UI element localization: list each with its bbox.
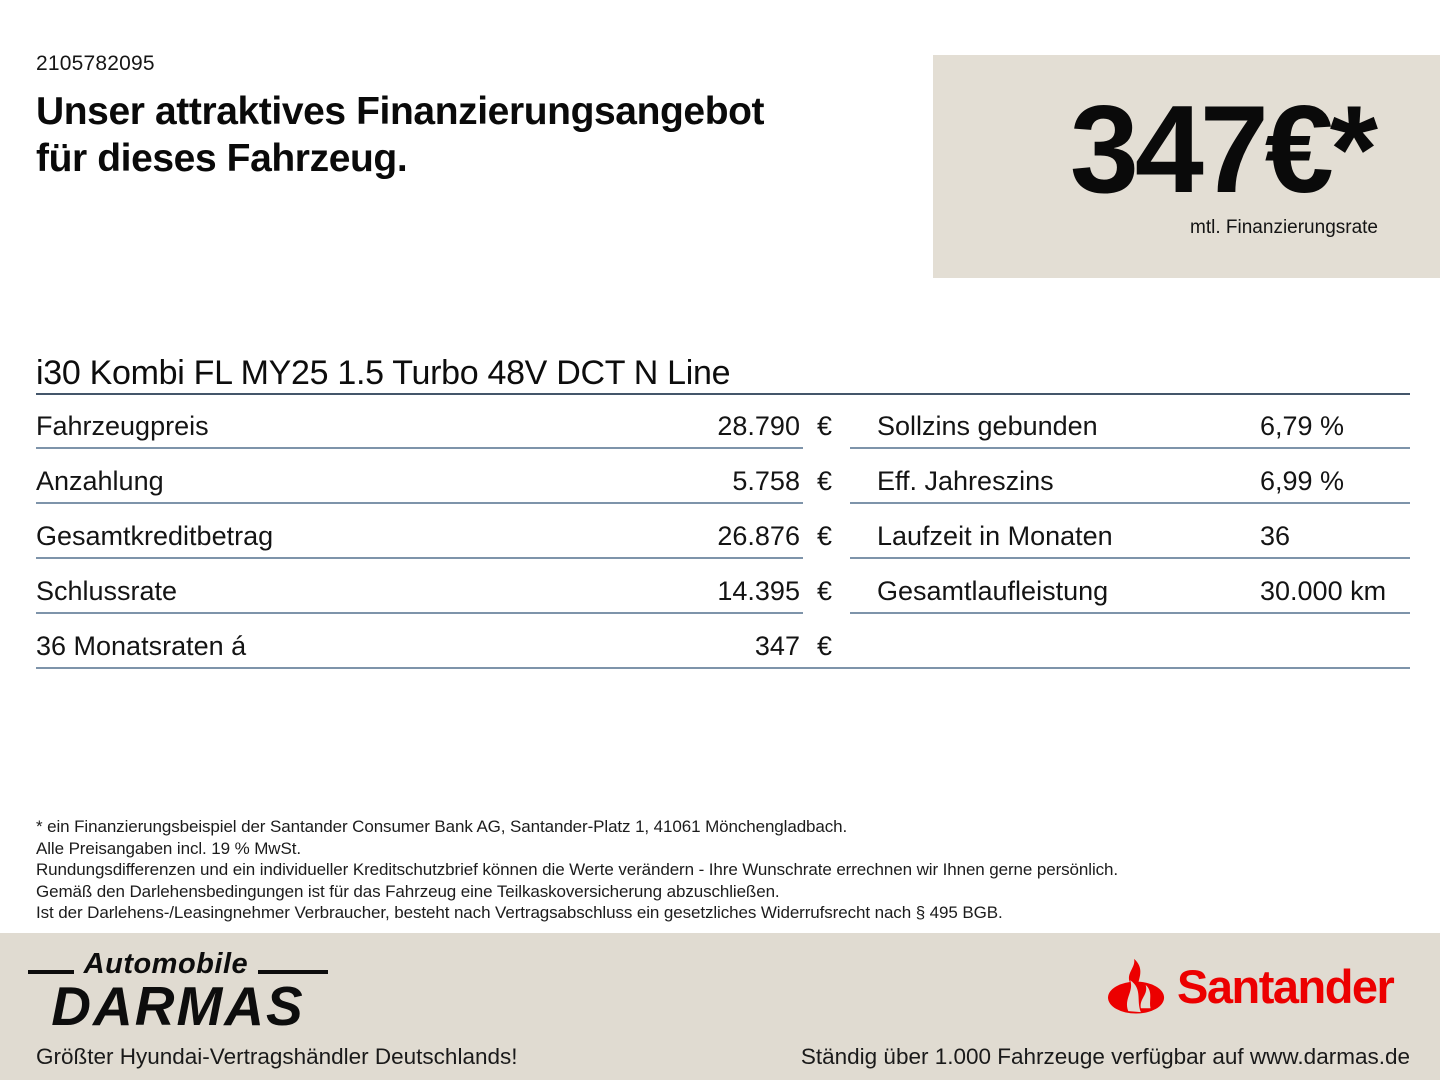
headline-line-1: Unser attraktives Finanzierungsangebot xyxy=(36,90,765,133)
offer-id: 2105782095 xyxy=(36,52,155,75)
row-divider xyxy=(850,502,1410,504)
finance-table-right-column: Sollzins gebunden 6,79 % Eff. Jahreszins… xyxy=(850,394,1410,614)
darmas-dealer-logo: Automobile DARMAS xyxy=(28,950,328,1034)
monthly-rate-caption: mtl. Finanzierungsrate xyxy=(1190,217,1378,239)
table-row: Schlussrate 14.395 € xyxy=(36,559,832,614)
row-value: 6,79 % xyxy=(1260,411,1345,441)
row-unit: € xyxy=(816,466,832,496)
table-row: Eff. Jahreszins 6,99 % xyxy=(850,449,1410,504)
santander-logo: Santander xyxy=(1106,957,1395,1015)
table-row: Laufzeit in Monaten 36 xyxy=(850,504,1410,559)
row-value: 30.000 km xyxy=(1260,576,1387,606)
row-divider xyxy=(36,557,803,559)
table-row: Fahrzeugpreis 28.790 € xyxy=(36,394,832,449)
disclaimer-line: * ein Finanzierungsbeispiel der Santande… xyxy=(36,817,848,836)
disclaimer-line: Gemäß den Darlehensbedingungen ist für d… xyxy=(36,881,780,901)
darmas-logo-sub: Automobile xyxy=(83,948,249,980)
logo-left-bar xyxy=(28,969,74,974)
row-label: Anzahlung xyxy=(36,466,164,496)
row-value: 5.758 xyxy=(732,466,800,496)
vehicle-title: i30 Kombi FL MY25 1.5 Turbo 48V DCT N Li… xyxy=(36,356,1410,395)
table-row: Sollzins gebunden 6,79 % xyxy=(850,394,1410,449)
darmas-logo-main: DARMAS xyxy=(51,975,305,1037)
disclaimer-line: Rundungsdifferenzen und ein individuelle… xyxy=(36,860,1119,879)
row-divider xyxy=(850,612,1410,614)
table-row: Gesamtkreditbetrag 26.876 € xyxy=(36,504,832,559)
row-value: 26.876 xyxy=(717,521,800,551)
row-divider xyxy=(36,612,803,614)
row-label: Fahrzeugpreis xyxy=(36,411,209,441)
finance-table-left-column: Fahrzeugpreis 28.790 € Anzahlung 5.758 €… xyxy=(36,394,1410,669)
footer: Automobile DARMAS Größter Hyundai-Vertra… xyxy=(0,933,1440,1080)
row-divider xyxy=(36,502,803,504)
page-title: Unser attraktives Finanzierungsangebot f… xyxy=(36,88,765,182)
row-label: Laufzeit in Monaten xyxy=(877,521,1113,551)
row-value: 28.790 xyxy=(717,411,800,441)
row-divider xyxy=(36,667,1410,669)
row-unit: € xyxy=(816,576,832,606)
row-divider xyxy=(850,557,1410,559)
dealer-claim-text: Größter Hyundai-Vertragshändler Deutschl… xyxy=(36,1044,518,1069)
santander-flame-icon xyxy=(1108,958,1165,1014)
row-value: 14.395 xyxy=(717,576,800,606)
disclaimer-line: Ist der Darlehens-/Leasingnehmer Verbrau… xyxy=(36,903,1003,922)
table-row: 36 Monatsraten á 347 € xyxy=(36,614,1410,669)
table-row: Gesamtlaufleistung 30.000 km xyxy=(850,559,1410,614)
row-label: Schlussrate xyxy=(36,576,178,606)
row-label: Sollzins gebunden xyxy=(877,411,1098,441)
row-label: Gesamtlaufleistung xyxy=(877,576,1109,606)
row-value: 36 xyxy=(1260,521,1291,551)
row-value: 347 xyxy=(754,631,800,661)
monthly-rate-panel: 347€* mtl. Finanzierungsrate xyxy=(933,55,1440,278)
legal-disclaimer: * ein Finanzierungsbeispiel der Santande… xyxy=(36,816,1118,924)
row-value: 6,99 % xyxy=(1260,466,1345,496)
table-row: Anzahlung 5.758 € xyxy=(36,449,832,504)
bank-claim-text: Ständig über 1.000 Fahrzeuge verfügbar a… xyxy=(800,1044,1410,1069)
row-unit: € xyxy=(816,631,832,661)
row-label: Eff. Jahreszins xyxy=(877,466,1054,496)
row-label: Gesamtkreditbetrag xyxy=(36,521,274,551)
row-divider xyxy=(850,447,1410,449)
row-unit: € xyxy=(816,521,832,551)
row-unit: € xyxy=(816,411,832,441)
headline-line-2: für dieses Fahrzeug. xyxy=(36,137,408,180)
monthly-rate-value: 347€* xyxy=(1069,81,1378,219)
logo-right-bar xyxy=(258,969,328,974)
row-divider xyxy=(36,447,803,449)
row-label: 36 Monatsraten á xyxy=(36,631,247,661)
santander-logo-text: Santander xyxy=(1177,959,1395,1013)
disclaimer-line: Alle Preisangaben incl. 19 % MwSt. xyxy=(36,838,301,858)
